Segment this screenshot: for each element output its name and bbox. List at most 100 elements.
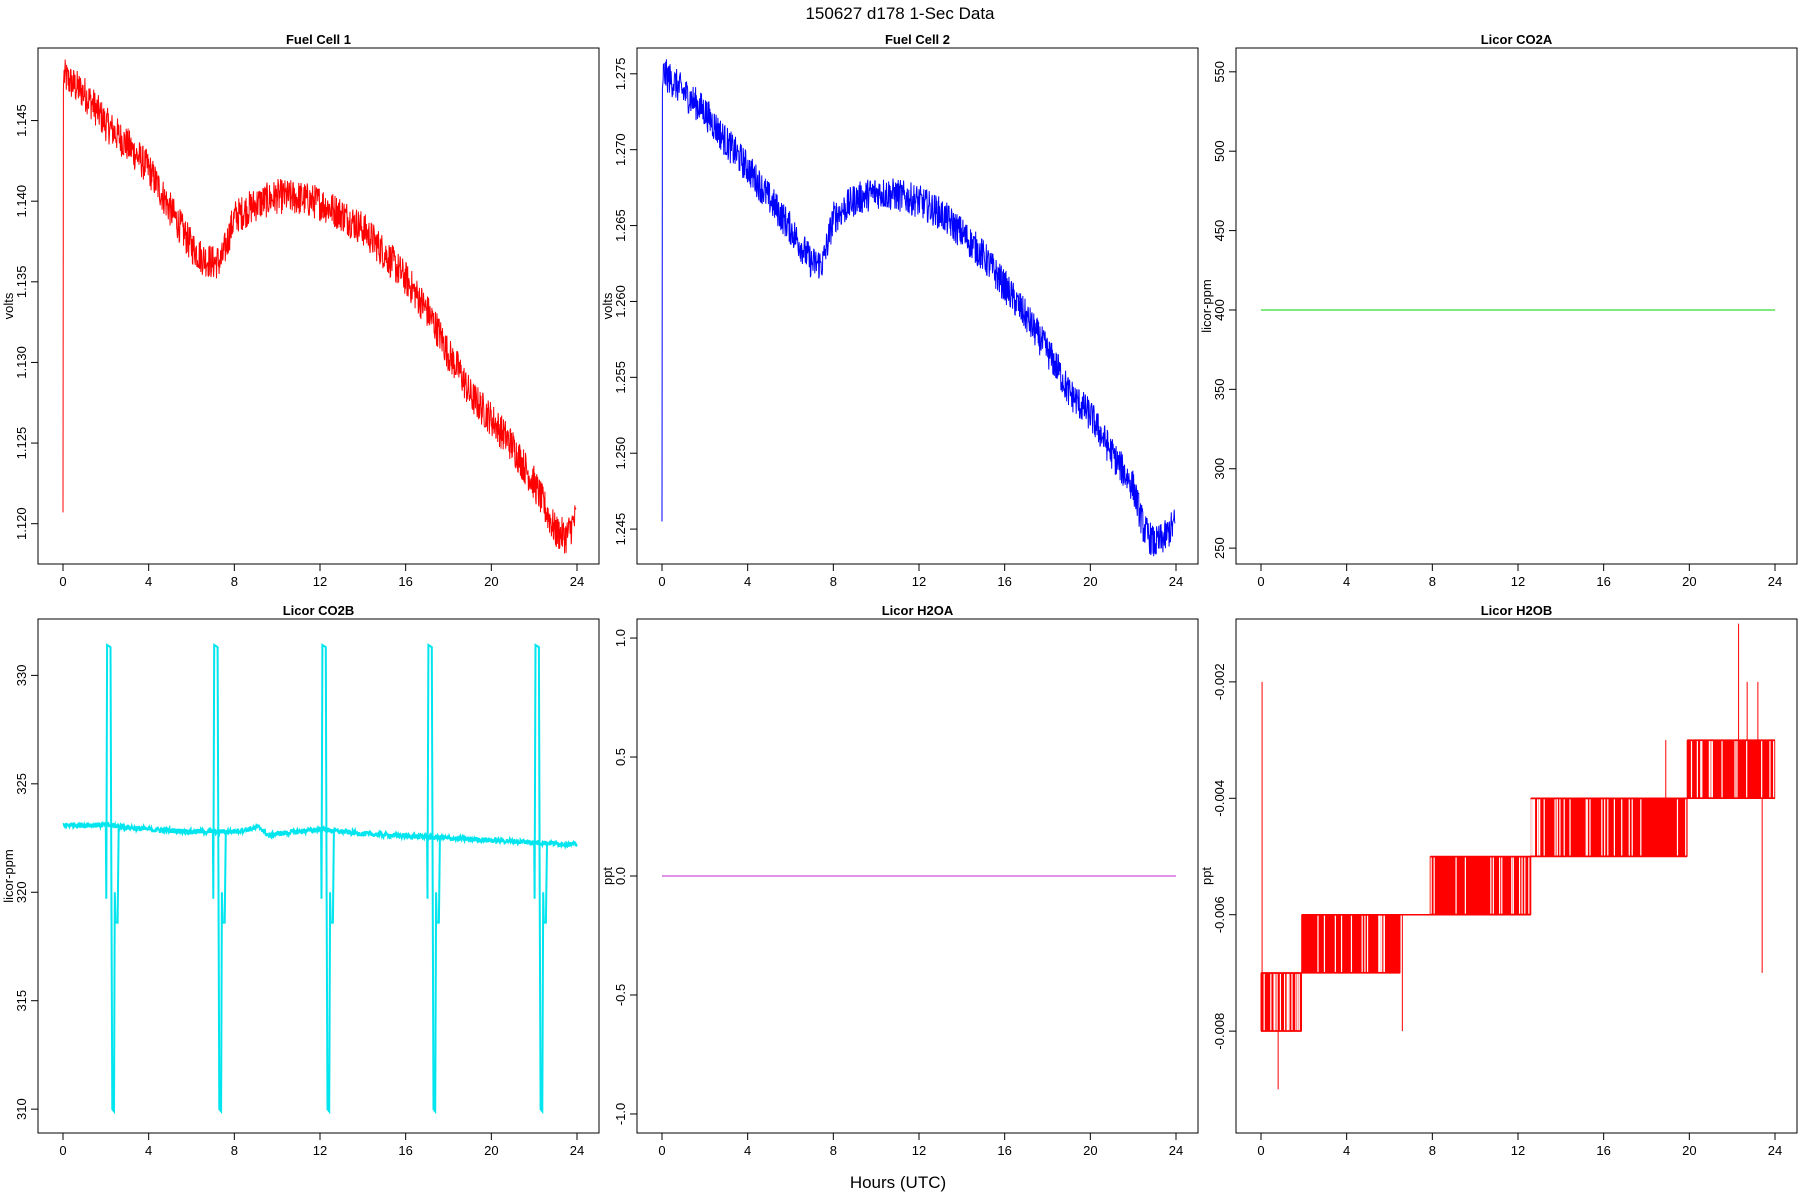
x-tick-label: 16	[398, 1143, 412, 1158]
y-tick-label: -0.008	[1212, 1013, 1227, 1050]
calibration-spike	[104, 643, 120, 1115]
panel-6: Licor H2OB ppt 0 4 8 12 16 20 24 -0.008 -0.006 -0.0…	[1199, 603, 1798, 1158]
x-tick-label: 12	[313, 1143, 327, 1158]
x-tick-label: 0	[1257, 574, 1264, 589]
x-tick-label: 8	[1429, 574, 1436, 589]
x-tick-label: 8	[830, 1143, 837, 1158]
x-tick-label: 24	[1169, 1143, 1183, 1158]
x-tick-label: 16	[1596, 1143, 1610, 1158]
x-tick-label: 12	[1511, 574, 1525, 589]
y-tick-label: 1.275	[613, 58, 628, 91]
x-tick-label: 4	[744, 1143, 751, 1158]
y-tick-label: 325	[14, 773, 29, 795]
y-tick-label: 300	[1212, 458, 1227, 480]
y-tick-label: 1.270	[613, 133, 628, 166]
x-tick-label: 12	[1511, 1143, 1525, 1158]
x-tick-label: 20	[1682, 574, 1696, 589]
x-tick-label: 16	[398, 574, 412, 589]
y-tick-label: 1.125	[14, 427, 29, 460]
y-tick-label: 250	[1212, 537, 1227, 559]
x-tick-label: 16	[1596, 574, 1610, 589]
x-tick-label: 16	[997, 574, 1011, 589]
y-tick-label: 310	[14, 1098, 29, 1120]
x-tick-label: 0	[658, 574, 665, 589]
x-tick-label: 4	[145, 574, 152, 589]
panel-title: Licor H2OA	[882, 603, 954, 618]
panel-title: Licor CO2A	[1481, 32, 1553, 47]
y-tick-label: 1.260	[613, 285, 628, 318]
panel-4: Licor CO2B licor-ppm 0 4 8 12 16 20 24 310 315 320 3…	[1, 603, 600, 1158]
y-tick-label: 1.140	[14, 185, 29, 218]
y-tick-label: 450	[1212, 220, 1227, 242]
y-tick-label: 1.130	[14, 346, 29, 379]
panels: Fuel Cell 1 volts 0 4 8 12 16 20 24 1.120 1.125 1.1…	[1, 32, 1798, 1158]
y-tick-label: 1.255	[613, 361, 628, 394]
level-steps	[1429, 856, 1532, 915]
x-tick-label: 12	[912, 574, 926, 589]
y-tick-label: 1.135	[14, 266, 29, 299]
x-tick-label: 8	[231, 574, 238, 589]
y-tick-label: 400	[1212, 299, 1227, 321]
y-tick-label: 1.250	[613, 437, 628, 470]
x-tick-label: 8	[231, 1143, 238, 1158]
level-steps	[1530, 798, 1568, 857]
x-tick-label: 8	[830, 574, 837, 589]
plot-frame	[636, 618, 1199, 1134]
y-tick-label: -0.006	[1212, 896, 1227, 933]
x-tick-label: 4	[744, 574, 751, 589]
y-axis-label: licor-ppm	[1199, 279, 1214, 332]
x-tick-label: 4	[1343, 574, 1350, 589]
x-tick-label: 20	[484, 1143, 498, 1158]
y-tick-label: 1.120	[14, 507, 29, 540]
x-tick-label: 0	[59, 574, 66, 589]
x-tick-label: 12	[912, 1143, 926, 1158]
y-tick-label: 0.0	[613, 867, 628, 885]
x-tick-label: 24	[1768, 1143, 1782, 1158]
x-tick-label: 8	[1429, 1143, 1436, 1158]
y-tick-label: 1.245	[613, 513, 628, 546]
panel-title: Licor CO2B	[283, 603, 355, 618]
calibration-spike	[211, 643, 227, 1115]
series-line	[661, 59, 1176, 557]
y-axis-label: volts	[1, 292, 16, 319]
x-tick-label: 24	[570, 574, 584, 589]
x-tick-label: 0	[59, 1143, 66, 1158]
y-tick-label: -1.0	[613, 1103, 628, 1125]
y-tick-label: 350	[1212, 379, 1227, 401]
calibration-spike	[320, 643, 335, 1115]
y-axis-label: ppt	[600, 867, 615, 885]
y-axis-label: volts	[600, 292, 615, 319]
y-tick-label: 500	[1212, 140, 1227, 162]
panel-title: Fuel Cell 2	[885, 32, 950, 47]
panel-title: Fuel Cell 1	[286, 32, 351, 47]
y-tick-label: 315	[14, 990, 29, 1012]
x-tick-label: 20	[484, 574, 498, 589]
x-tick-label: 4	[1343, 1143, 1350, 1158]
y-tick-label: 1.0	[613, 629, 628, 647]
y-axis-label: licor-ppm	[1, 849, 16, 902]
x-tick-label: 4	[145, 1143, 152, 1158]
y-tick-label: 0.5	[613, 748, 628, 766]
y-tick-label: 320	[14, 881, 29, 903]
x-tick-label: 24	[570, 1143, 584, 1158]
panel-title: Licor H2OB	[1481, 603, 1553, 618]
x-tick-label: 16	[997, 1143, 1011, 1158]
x-tick-label: 12	[313, 574, 327, 589]
y-tick-label: 550	[1212, 61, 1227, 83]
y-tick-label: -0.004	[1212, 780, 1227, 817]
level-steps	[1566, 798, 1688, 857]
x-tick-label: 20	[1682, 1143, 1696, 1158]
y-tick-label: 330	[14, 665, 29, 687]
panel-5: Licor H2OA ppt 0 4 8 12 16 20 24 -1.0 -0.5 0.0 0.5 1.…	[600, 603, 1199, 1158]
figure-title: 150627 d178 1-Sec Data	[805, 4, 995, 23]
calibration-spike	[533, 643, 548, 1115]
plot-frame	[636, 47, 1199, 565]
series-line	[62, 819, 578, 850]
y-axis-label: ppt	[1199, 867, 1214, 885]
panel-3: Licor CO2A licor-ppm 0 4 8 12 16 20 24 250 300 350 4…	[1199, 32, 1798, 589]
y-tick-label: -0.002	[1212, 663, 1227, 700]
x-tick-label: 20	[1083, 1143, 1097, 1158]
plot-frame	[1235, 47, 1798, 565]
plot-frame	[1235, 618, 1798, 1134]
